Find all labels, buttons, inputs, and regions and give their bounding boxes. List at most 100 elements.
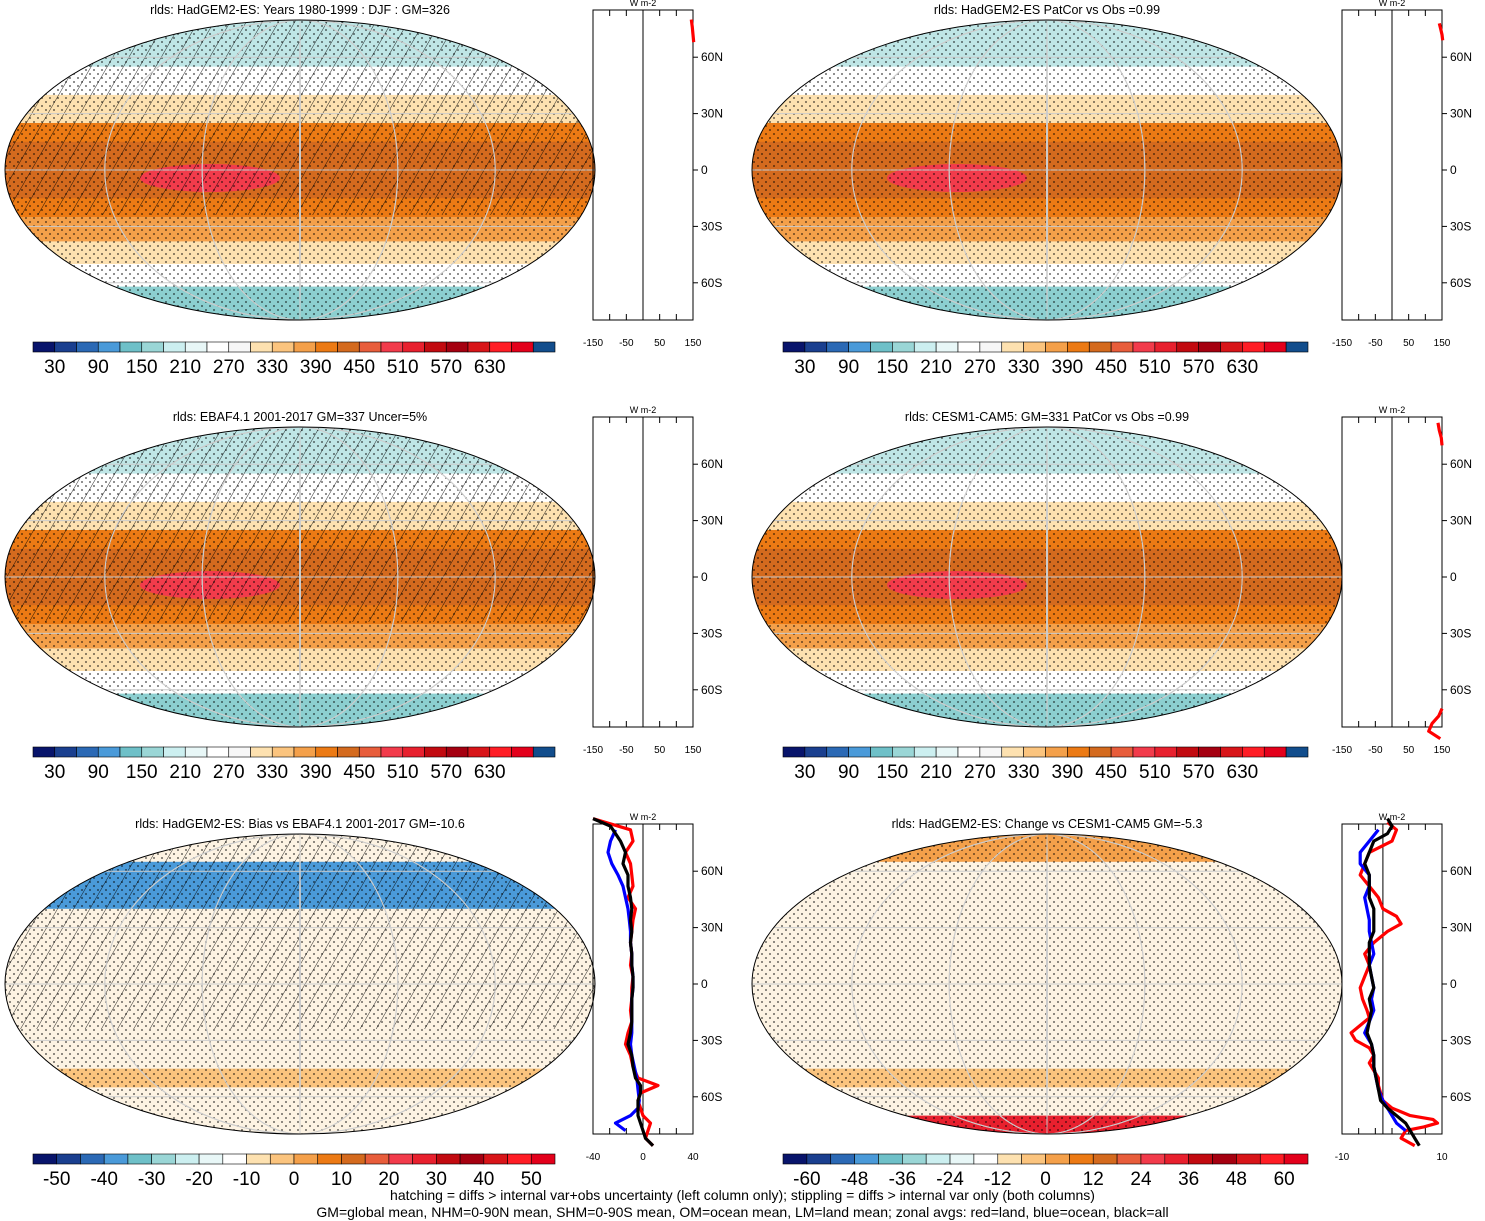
panel-title: rlds: CESM1-CAM5: GM=331 PatCor vs Obs =… bbox=[905, 410, 1189, 424]
colorbar-label: 450 bbox=[343, 357, 375, 378]
colorbar-label: -20 bbox=[185, 1169, 212, 1190]
map-field bbox=[5, 427, 595, 727]
colorbar-swatch bbox=[1132, 341, 1156, 353]
colorbar-swatch bbox=[1023, 341, 1046, 353]
colorbar-swatch bbox=[782, 746, 806, 758]
colorbar-swatch bbox=[1001, 746, 1024, 758]
colorbar-swatch bbox=[163, 341, 186, 353]
colorbar-swatch bbox=[489, 341, 512, 353]
colorbar-swatch bbox=[1285, 341, 1309, 353]
colorbar-swatch bbox=[1069, 1153, 1094, 1165]
colorbar-swatch bbox=[380, 746, 404, 758]
colorbar-swatch bbox=[530, 1153, 556, 1165]
colorbar-label: 150 bbox=[877, 762, 909, 783]
footer-note-legend: GM=global mean, NHM=0-90N mean, SHM=0-90… bbox=[316, 1204, 1169, 1220]
colorbar-swatch bbox=[957, 746, 981, 758]
colorbar-swatch bbox=[1212, 1153, 1237, 1165]
colorbar-swatch bbox=[228, 746, 251, 758]
colorbar-swatch bbox=[1001, 341, 1024, 353]
zonal-lat-label: 30N bbox=[1450, 921, 1472, 935]
colorbar-swatch bbox=[1285, 746, 1309, 758]
colorbar-swatch bbox=[1263, 341, 1287, 353]
zonal-tick-label: 50 bbox=[654, 745, 666, 756]
meridian bbox=[1046, 834, 1048, 1134]
panel-title: rlds: HadGEM2-ES: Bias vs EBAF4.1 2001-2… bbox=[135, 817, 465, 831]
map-field bbox=[752, 20, 1342, 320]
colorbar-label: 330 bbox=[1008, 357, 1040, 378]
zonal-tick-label: -150 bbox=[583, 745, 603, 756]
meridian bbox=[851, 20, 1243, 320]
zonal-tick-label: 150 bbox=[1434, 745, 1451, 756]
colorbar-swatch bbox=[511, 746, 534, 758]
colorbar-swatch bbox=[317, 1153, 342, 1165]
meridian bbox=[299, 20, 301, 320]
zonal-lat-label: 0 bbox=[1450, 163, 1457, 177]
colorbar-label: 0 bbox=[1040, 1169, 1051, 1190]
colorbar-swatch bbox=[892, 746, 915, 758]
colorbar-swatch bbox=[870, 746, 893, 758]
colorbar-swatch bbox=[1220, 746, 1243, 758]
zonal-lat-label: 60S bbox=[1450, 276, 1471, 290]
panel-2: rlds: HadGEM2-ES PatCor vs Obs =0.99 30 90… bbox=[751, 0, 1472, 378]
meridian bbox=[104, 834, 496, 1134]
zonal-series-land bbox=[689, 19, 696, 43]
panel-title: rlds: HadGEM2-ES: Years 1980-1999 : DJF … bbox=[150, 3, 450, 17]
colorbar-swatch bbox=[436, 1153, 461, 1165]
colorbar-swatch bbox=[1067, 746, 1090, 758]
colorbar-label: 150 bbox=[126, 762, 158, 783]
colorbar: 30 90 150 210 270 330 390 450 510 570 630 bbox=[32, 341, 556, 378]
zonal-tick-label: -150 bbox=[1332, 745, 1352, 756]
zonal-lat-label: 30N bbox=[1450, 514, 1472, 528]
colorbar-label: 150 bbox=[877, 357, 909, 378]
colorbar-swatch bbox=[80, 1153, 105, 1165]
panel-title: rlds: EBAF4.1 2001-2017 GM=337 Uncer=5% bbox=[173, 410, 427, 424]
colorbar-label: -36 bbox=[889, 1169, 916, 1190]
colorbar-swatch bbox=[250, 341, 273, 353]
colorbar-swatch bbox=[1242, 746, 1265, 758]
colorbar-swatch bbox=[1021, 1153, 1046, 1165]
colorbar-swatch bbox=[32, 341, 56, 353]
colorbar-swatch bbox=[364, 1153, 390, 1165]
colorbar-swatch bbox=[141, 746, 164, 758]
colorbar-label: 90 bbox=[88, 357, 109, 378]
zonal-tick-label: 150 bbox=[685, 338, 702, 349]
colorbar-swatch bbox=[206, 746, 230, 758]
zonal-tick-label: 50 bbox=[1403, 338, 1415, 349]
colorbar-swatch bbox=[445, 746, 469, 758]
meridian bbox=[201, 834, 399, 1134]
colorbar-swatch bbox=[1154, 341, 1178, 353]
colorbar-label: 510 bbox=[387, 762, 419, 783]
colorbar-swatch bbox=[532, 341, 556, 353]
zonal-tick-label: 0 bbox=[640, 1152, 646, 1163]
colorbar-swatch bbox=[1132, 746, 1156, 758]
colorbar-swatch bbox=[1188, 1153, 1213, 1165]
meridian bbox=[201, 427, 399, 727]
colorbar-label: 150 bbox=[126, 357, 158, 378]
colorbar-label: 270 bbox=[964, 357, 996, 378]
colorbar-label: -12 bbox=[984, 1169, 1011, 1190]
colorbar-swatch bbox=[293, 746, 317, 758]
colorbar: 30 90 150 210 270 330 390 450 510 570 630 bbox=[782, 341, 1309, 378]
colorbar-label: -24 bbox=[936, 1169, 964, 1190]
zonal-tick-label: -10 bbox=[1335, 1152, 1350, 1163]
zonal-tick-label: 150 bbox=[685, 745, 702, 756]
zonal-lat-label: 30N bbox=[701, 107, 723, 121]
meridian bbox=[201, 20, 399, 320]
colorbar-swatch bbox=[388, 1153, 413, 1165]
colorbar-label: 570 bbox=[430, 357, 462, 378]
colorbar-label: 450 bbox=[343, 762, 375, 783]
footer-note-hatching: hatching = diffs > internal var+obs unce… bbox=[390, 1187, 1095, 1203]
zonal-lat-label: 60N bbox=[1450, 50, 1472, 64]
colorbar-label: -10 bbox=[233, 1169, 260, 1190]
meridian bbox=[948, 834, 1146, 1134]
zonal-lat-label: 60S bbox=[701, 1090, 722, 1104]
zonal-lat-label: 60N bbox=[1450, 457, 1472, 471]
colorbar-swatch bbox=[97, 746, 121, 758]
colorbar-label: 210 bbox=[920, 762, 952, 783]
zonal-lat-label: 60N bbox=[1450, 864, 1472, 878]
colorbar-swatch bbox=[848, 746, 871, 758]
colorbar-swatch bbox=[1236, 1153, 1261, 1165]
colorbar-label: 570 bbox=[1183, 357, 1215, 378]
zonal-lat-label: 60N bbox=[701, 457, 723, 471]
colorbar-swatch bbox=[269, 1153, 295, 1165]
